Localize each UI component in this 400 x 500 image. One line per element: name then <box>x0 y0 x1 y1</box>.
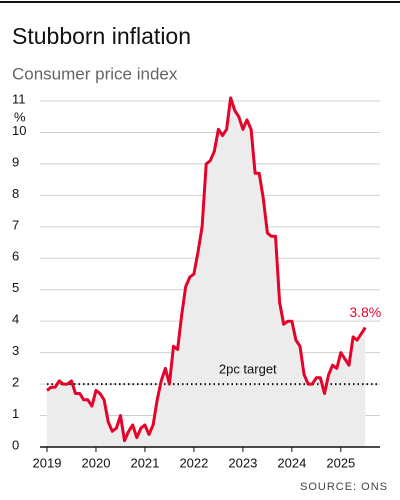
y-unit: % <box>14 109 26 124</box>
y-tick-label: 8 <box>12 186 19 201</box>
x-tick-label: 2021 <box>130 455 159 470</box>
y-tick-label: 5 <box>12 280 19 295</box>
y-tick-label: 10 <box>12 123 26 138</box>
source: SOURCE: ONS <box>300 481 388 493</box>
y-tick-label: 2 <box>12 375 19 390</box>
y-tick-label: 3 <box>12 343 19 358</box>
chart-subtitle: Consumer price index <box>12 64 178 83</box>
y-tick-label: 9 <box>12 154 19 169</box>
x-tick-label: 2023 <box>228 455 257 470</box>
line <box>46 96 367 443</box>
x-tick-label: 2022 <box>179 455 208 470</box>
end-label: 3.8% <box>349 304 381 320</box>
y-tick-label: 1 <box>12 406 19 421</box>
x-tick-label: 2024 <box>277 455 306 470</box>
y-tick-label: 11 <box>12 91 26 106</box>
target-label: 2pc target <box>219 362 277 377</box>
y-tick-label: 4 <box>12 312 19 327</box>
x-tick-label: 2025 <box>326 455 355 470</box>
chart-title: Stubborn inflation <box>12 23 191 49</box>
x-tick-label: 2020 <box>82 455 111 470</box>
area <box>47 97 366 448</box>
y-tick-label: 0 <box>12 437 19 452</box>
x-tick-label: 2019 <box>33 455 62 470</box>
y-tick-label: 6 <box>12 249 19 264</box>
y-tick-label: 7 <box>12 217 19 232</box>
